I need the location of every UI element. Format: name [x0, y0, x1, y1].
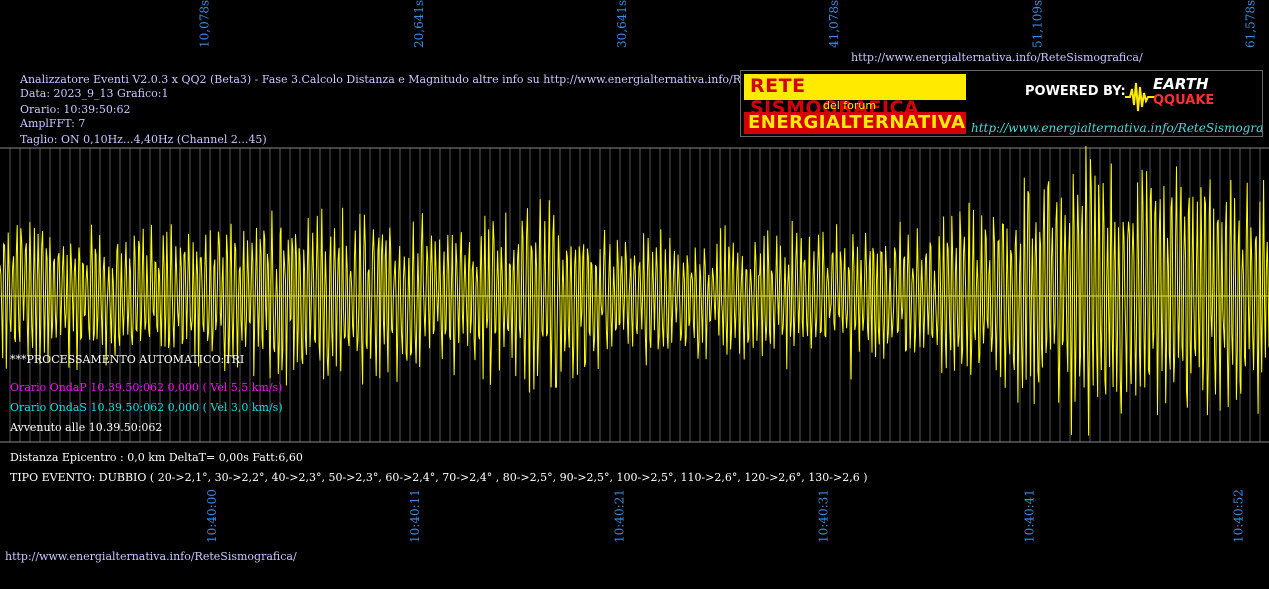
- top-tick-label: 30,641s: [615, 0, 629, 48]
- bottom-tick-label: 10:40:31: [816, 489, 830, 543]
- rete-sismografica-logo: RETE SISMOGRAFICA del forum ENERGIALTERN…: [740, 70, 1263, 137]
- logo-powered-text: POWERED BY:: [1025, 84, 1126, 99]
- bottom-tick-label: 10:40:21: [612, 489, 626, 543]
- logo-forum-text: del forum: [823, 99, 877, 112]
- bottom-tick-label: 10:40:00: [205, 489, 219, 543]
- header-time: Orario: 10:39:50:62: [20, 103, 131, 116]
- epicenter-distance: Distanza Epicentro : 0,0 km DeltaT= 0,00…: [10, 451, 303, 464]
- bottom-tick-label: 10:40:11: [408, 489, 422, 543]
- top-tick-label: 20,641s: [412, 0, 426, 48]
- top-url[interactable]: http://www.energialternativa.info/ReteSi…: [851, 51, 1143, 64]
- top-tick-label: 41,078s: [827, 0, 841, 48]
- bottom-tick-label: 10:40:41: [1022, 489, 1036, 543]
- top-tick-label: 10,078s: [198, 0, 212, 48]
- logo-energia-text: ENERGIALTERNATIVA: [748, 112, 966, 133]
- wave-s-time: Orario OndaS 10.39.50:062 0,000 ( Vel 3,…: [10, 401, 283, 414]
- header-amplfft: AmplFFT: 7: [20, 117, 86, 130]
- bottom-clock-axis: 10:40:00 10:40:11 10:40:21 10:40:31 10:40:41…: [205, 489, 1245, 543]
- header-date: Data: 2023_9_13 Grafico:1: [20, 87, 169, 100]
- header-filter: Taglio: ON 0,10Hz...4,40Hz (Channel 2...…: [20, 133, 267, 146]
- logo-earth-text: EARTH: [1153, 75, 1209, 93]
- event-time: Avvenuto alle 10.39.50:062: [10, 421, 163, 434]
- seismic-wave-icon: [1125, 82, 1155, 112]
- top-tick-label: 51,109s: [1031, 0, 1045, 48]
- event-type: TIPO EVENTO: DUBBIO ( 20->2,1°, 30->2,2°…: [10, 471, 868, 484]
- top-time-axis: 10,078s 20,641s 30,641s 41,078s 51,109s 61,57…: [198, 0, 1258, 48]
- top-tick-label: 61,578s: [1243, 0, 1257, 48]
- seismic-trace: [0, 145, 1269, 436]
- wave-p-time: Orario OndaP 10.39.50:062 0,000 ( Vel 5,…: [10, 381, 283, 394]
- bottom-tick-label: 10:40:52: [1232, 489, 1246, 543]
- bottom-url[interactable]: http://www.energialternativa.info/ReteSi…: [5, 550, 297, 563]
- logo-url[interactable]: http://www.energialternativa.info/ReteSi…: [971, 121, 1263, 135]
- processing-mode: ***PROCESSAMENTO AUTOMATICO:TRI: [10, 353, 245, 366]
- header-title: Analizzatore Eventi V2.0.3 x QQ2 (Beta3)…: [20, 73, 786, 86]
- logo-qquake-text: QQUAKE: [1153, 93, 1215, 108]
